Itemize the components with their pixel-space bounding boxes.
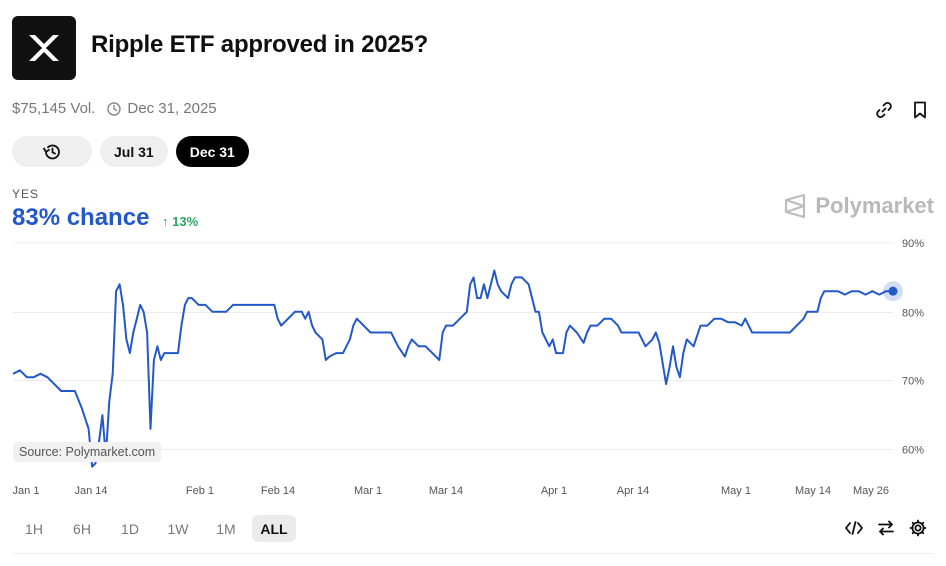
bookmark-icon <box>914 101 926 119</box>
chart-actions <box>844 518 928 538</box>
date-pills: Jul 31 Dec 31 <box>12 136 249 167</box>
settings-button[interactable] <box>908 518 928 538</box>
market-logo <box>12 16 76 80</box>
gear-icon <box>909 519 927 537</box>
chance-delta: ↑ 13% <box>162 214 199 229</box>
code-icon <box>845 521 863 535</box>
xrp-logo-icon <box>29 35 59 61</box>
range-1m[interactable]: 1M <box>216 520 236 537</box>
bottom-divider <box>12 553 934 554</box>
end-date: Dec 31, 2025 <box>107 100 217 117</box>
end-date-text: Dec 31, 2025 <box>127 100 217 117</box>
dec-31-pill[interactable]: Dec 31 <box>175 136 249 167</box>
embed-button[interactable] <box>844 518 864 538</box>
x-tick-label: Apr 14 <box>617 485 649 497</box>
jul-31-pill[interactable]: Jul 31 <box>100 136 168 167</box>
x-tick-label: Feb 14 <box>261 485 295 497</box>
chance-value: 83% chance <box>12 204 150 231</box>
x-tick-label: Mar 14 <box>429 485 463 497</box>
x-tick-label: Apr 1 <box>541 485 567 497</box>
range-1w[interactable]: 1W <box>167 520 189 537</box>
y-tick-label: 90% <box>902 238 924 250</box>
clock-icon <box>107 101 122 116</box>
x-tick-label: May 14 <box>795 485 831 497</box>
swap-arrows-icon <box>878 520 894 536</box>
range-1h[interactable]: 1H <box>25 520 43 537</box>
range-all[interactable]: ALL <box>252 515 296 542</box>
brand-name: Polymarket <box>815 193 934 218</box>
y-tick-label: 80% <box>902 308 924 320</box>
x-tick-label: May 1 <box>721 485 751 497</box>
outcome-label: YES <box>12 187 40 201</box>
probability-line <box>12 269 893 468</box>
top-actions <box>874 100 930 120</box>
market-meta: $75,145 Vol. Dec 31, 2025 <box>12 100 217 117</box>
copy-link-button[interactable] <box>874 100 894 120</box>
x-tick-label: May 26 <box>853 485 889 497</box>
history-icon <box>43 144 60 159</box>
polymarket-logo-icon <box>785 193 806 219</box>
x-tick-label: Feb 1 <box>186 485 214 497</box>
x-tick-label: Jan 1 <box>13 485 40 497</box>
volume-text: $75,145 Vol. <box>12 100 96 117</box>
link-icon <box>876 102 892 118</box>
y-tick-label: 60% <box>902 445 924 457</box>
market-title: Ripple ETF approved in 2025? <box>91 31 429 58</box>
range-selector: 1H 6H 1D 1W 1M ALL <box>12 515 296 542</box>
x-tick-label: Jan 14 <box>74 485 107 497</box>
swap-button[interactable] <box>876 518 896 538</box>
x-tick-label: Mar 1 <box>354 485 382 497</box>
bookmark-button[interactable] <box>910 100 930 120</box>
polymarket-watermark: Polymarket <box>783 193 934 219</box>
y-tick-label: 70% <box>902 376 924 388</box>
source-label: Source: Polymarket.com <box>13 442 162 462</box>
history-pill[interactable] <box>12 136 92 167</box>
range-1d[interactable]: 1D <box>121 520 139 537</box>
range-6h[interactable]: 6H <box>73 520 91 537</box>
endpoint-dot <box>888 286 898 296</box>
